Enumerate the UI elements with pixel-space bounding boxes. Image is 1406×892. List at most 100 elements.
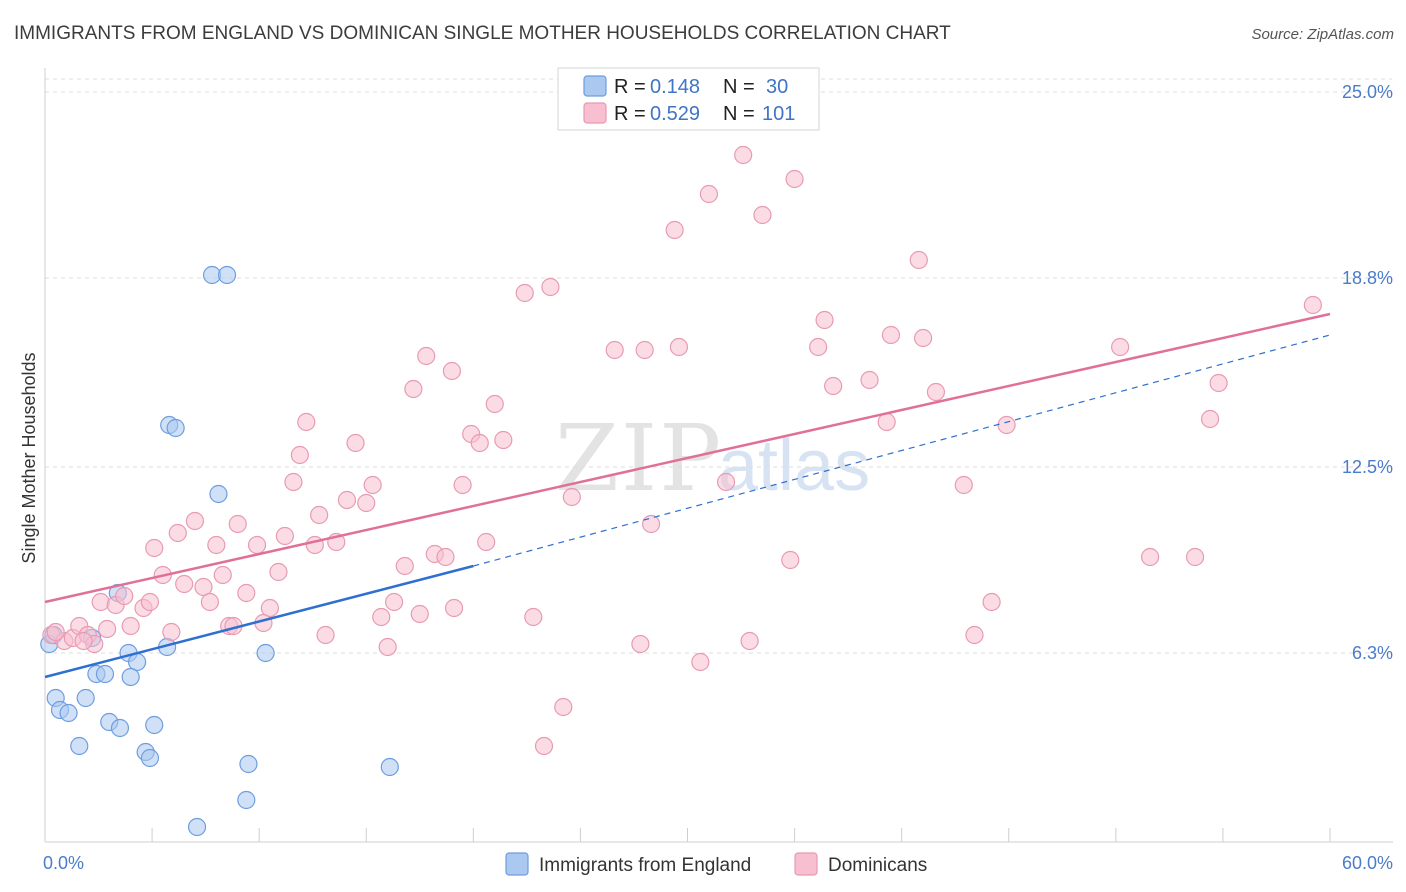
point-dominican: [641, 514, 661, 534]
point-dominican: [404, 379, 423, 399]
axes: [44, 68, 1393, 843]
point-dominican: [74, 631, 93, 651]
point-england: [239, 754, 258, 774]
y-tick-label: 25.0%: [1342, 82, 1393, 102]
point-dominican: [237, 583, 256, 603]
point-dominican: [669, 337, 689, 357]
point-dominican: [46, 622, 65, 642]
chart-title: IMMIGRANTS FROM ENGLAND VS DOMINICAN SIN…: [14, 23, 951, 44]
point-dominican: [1303, 295, 1322, 315]
trendline-england: [44, 564, 474, 679]
bottom-legend-swatch-pink: [794, 852, 818, 876]
point-dominican: [926, 382, 946, 402]
point-dominican: [228, 514, 247, 534]
point-dominican: [162, 622, 181, 642]
point-dominican: [337, 490, 357, 510]
point-dominican: [824, 376, 843, 396]
trendline-england-extension: [473, 334, 1331, 567]
point-dominican: [378, 637, 397, 657]
point-dominican: [175, 574, 194, 594]
point-dominican: [485, 394, 504, 414]
point-england: [95, 664, 115, 684]
point-dominican: [734, 145, 753, 165]
point-england: [237, 790, 256, 810]
point-dominican: [631, 634, 650, 654]
point-dominican: [740, 631, 759, 651]
point-dominican: [194, 577, 213, 597]
point-dominican: [965, 625, 984, 645]
point-dominican: [562, 487, 581, 507]
point-dominican: [494, 430, 513, 450]
point-dominican: [605, 340, 624, 360]
point-england: [256, 643, 275, 663]
point-dominican: [115, 586, 134, 606]
legend-r-label-blue: R =: [614, 76, 646, 98]
point-dominican: [316, 625, 335, 645]
x-tick-label: 60.0%: [1342, 853, 1393, 873]
point-dominican: [310, 505, 329, 525]
point-dominican: [524, 607, 543, 627]
point-dominican: [477, 532, 496, 552]
point-england: [140, 748, 160, 768]
points: [40, 145, 1322, 837]
trendlines: [44, 312, 1331, 679]
legend-n-label-pink: N =: [723, 103, 755, 125]
point-england: [59, 703, 78, 723]
point-dominican: [121, 616, 140, 636]
point-dominican: [140, 592, 160, 612]
point-england: [76, 688, 95, 708]
point-dominican: [1200, 409, 1220, 429]
bottom-legend-swatch-blue: [505, 852, 529, 876]
point-england: [380, 757, 399, 777]
point-dominican: [297, 412, 316, 432]
point-dominican: [98, 619, 117, 639]
point-dominican: [877, 412, 896, 432]
point-dominican: [207, 535, 226, 555]
point-dominican: [881, 325, 901, 345]
point-dominican: [554, 697, 573, 717]
point-england: [166, 418, 185, 438]
grid: [45, 78, 1392, 654]
y-tick-label: 6.3%: [1352, 643, 1393, 663]
watermark-zip: ZIP: [555, 405, 723, 512]
point-dominican: [444, 598, 464, 618]
point-dominican: [785, 169, 804, 189]
point-england: [70, 736, 89, 756]
point-dominican: [913, 328, 933, 348]
point-dominican: [410, 604, 429, 624]
point-dominican: [1185, 547, 1205, 567]
point-england: [110, 718, 130, 738]
point-dominican: [1209, 373, 1228, 393]
point-dominican: [1140, 547, 1160, 567]
point-england: [217, 265, 237, 285]
legend-r-value-blue: 0.148: [650, 76, 700, 98]
point-dominican: [982, 592, 1001, 612]
point-dominican: [417, 346, 436, 366]
y-tick-label: 12.5%: [1342, 457, 1393, 477]
legend-r-label-pink: R =: [614, 103, 646, 125]
point-dominican: [453, 475, 472, 495]
point-dominican: [260, 598, 279, 618]
point-england: [187, 817, 207, 837]
point-dominican: [185, 511, 205, 531]
legend-swatch-pink: [583, 102, 607, 124]
bottom-legend-label-blue: Immigrants from England: [539, 855, 751, 876]
point-dominican: [200, 592, 220, 612]
y-tick-label: 18.8%: [1342, 268, 1393, 288]
point-dominican: [753, 205, 772, 225]
point-dominican: [145, 538, 164, 558]
point-dominican: [781, 550, 800, 570]
point-dominican: [384, 592, 404, 612]
point-dominican: [635, 340, 654, 360]
point-dominican: [809, 337, 828, 357]
bottom-legend: Immigrants from England Dominicans: [505, 852, 927, 876]
legend-box: R = 0.148 N = 30 R = 0.529 N = 101: [557, 67, 820, 131]
point-england: [209, 484, 228, 504]
legend-swatch-blue: [583, 75, 607, 97]
point-england: [145, 715, 164, 735]
point-dominican: [909, 250, 928, 270]
point-dominican: [395, 556, 414, 576]
point-dominican: [691, 652, 710, 672]
y-axis-label: Single Mother Households: [19, 352, 39, 563]
